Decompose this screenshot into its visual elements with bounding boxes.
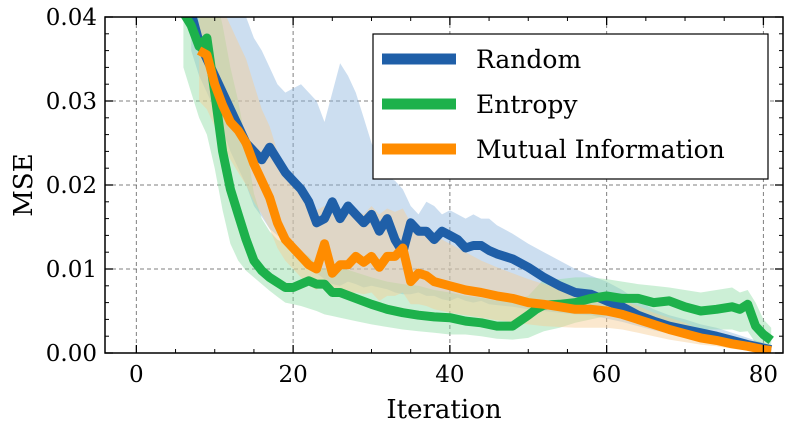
y-tick-label: 0.01 bbox=[46, 257, 97, 283]
legend-label-mutual-information: Mutual Information bbox=[476, 135, 725, 164]
x-tick-label: 0 bbox=[129, 362, 144, 388]
legend-label-random: Random bbox=[476, 45, 581, 74]
x-tick-label: 60 bbox=[592, 362, 621, 388]
x-axis-label: Iteration bbox=[386, 395, 501, 425]
line-mutual-information bbox=[196, 46, 772, 353]
axis-ticks: 0 20 40 60 80 0.00 0.01 0.02 0.03 0.04 bbox=[46, 5, 783, 388]
x-tick-label: 20 bbox=[278, 362, 307, 388]
y-tick-label: 0.00 bbox=[46, 341, 97, 367]
legend-label-entropy: Entropy bbox=[476, 90, 578, 119]
line-entropy bbox=[180, 17, 774, 344]
series-lines bbox=[180, 17, 774, 353]
x-tick-label: 80 bbox=[749, 362, 778, 388]
y-axis-label: MSE bbox=[9, 153, 39, 216]
y-tick-label: 0.03 bbox=[46, 89, 97, 115]
legend: Random Entropy Mutual Information bbox=[372, 33, 769, 180]
y-tick-label: 0.04 bbox=[46, 5, 97, 31]
x-tick-label: 40 bbox=[435, 362, 464, 388]
band-entropy bbox=[183, 17, 772, 352]
y-tick-label: 0.02 bbox=[46, 173, 97, 199]
